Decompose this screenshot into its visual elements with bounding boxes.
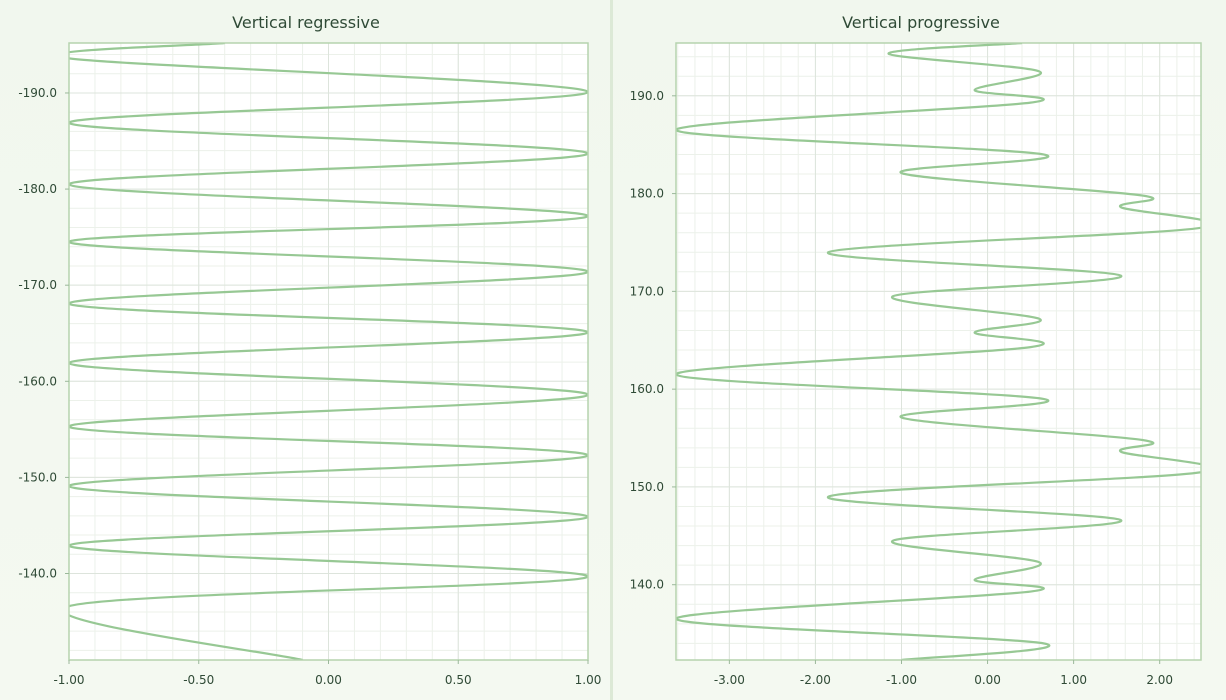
x-tick-label: -3.00 <box>714 673 745 687</box>
x-tick-label: -0.50 <box>183 673 214 687</box>
chart-progressive: -3.00 -2.00 -1.00 0.00 1.00 2.00 140.0 150.0 160… <box>630 13 1213 687</box>
chart-title: Vertical regressive <box>232 13 380 32</box>
x-tick-label: -2.00 <box>800 673 831 687</box>
y-tick-label: 160.0 <box>630 382 664 396</box>
chart-panel-regressive: -1.00 -0.50 0.00 0.50 1.00 -190.0 -180.0 -170.0… <box>0 0 610 700</box>
x-tick-label: 2.00 <box>1146 673 1173 687</box>
chart-panel-progressive: -3.00 -2.00 -1.00 0.00 1.00 2.00 140.0 150.0 160… <box>613 0 1226 700</box>
panel-divider[interactable] <box>610 0 613 700</box>
x-tick-label: 0.50 <box>445 673 472 687</box>
x-tick-label: -1.00 <box>53 673 84 687</box>
series-line-0[interactable] <box>676 43 1213 660</box>
y-tick-label: -150.0 <box>18 470 57 484</box>
plot-area[interactable] <box>676 43 1201 660</box>
chart-regressive: -1.00 -0.50 0.00 0.50 1.00 -190.0 -180.0 -170.0… <box>18 13 602 687</box>
y-tick-label: 190.0 <box>630 89 664 103</box>
y-tick-label: -140.0 <box>18 567 57 581</box>
y-tick-label: -170.0 <box>18 278 57 292</box>
y-tick-label: 170.0 <box>630 284 664 298</box>
major-grid <box>676 43 1201 660</box>
chart-title: Vertical progressive <box>842 13 1000 32</box>
y-tick-label: 140.0 <box>630 578 664 592</box>
y-tick-label: 180.0 <box>630 187 664 201</box>
y-tick-label: 150.0 <box>630 480 664 494</box>
y-tick-label: -190.0 <box>18 86 57 100</box>
y-tick-label: -160.0 <box>18 374 57 388</box>
x-tick-label: 1.00 <box>1060 673 1087 687</box>
y-tick-label: -180.0 <box>18 182 57 196</box>
x-tick-label: -1.00 <box>886 673 917 687</box>
x-tick-label: 0.00 <box>974 673 1001 687</box>
plot-border <box>675 42 1202 661</box>
x-tick-label: 0.00 <box>315 673 342 687</box>
x-tick-label: 1.00 <box>575 673 602 687</box>
